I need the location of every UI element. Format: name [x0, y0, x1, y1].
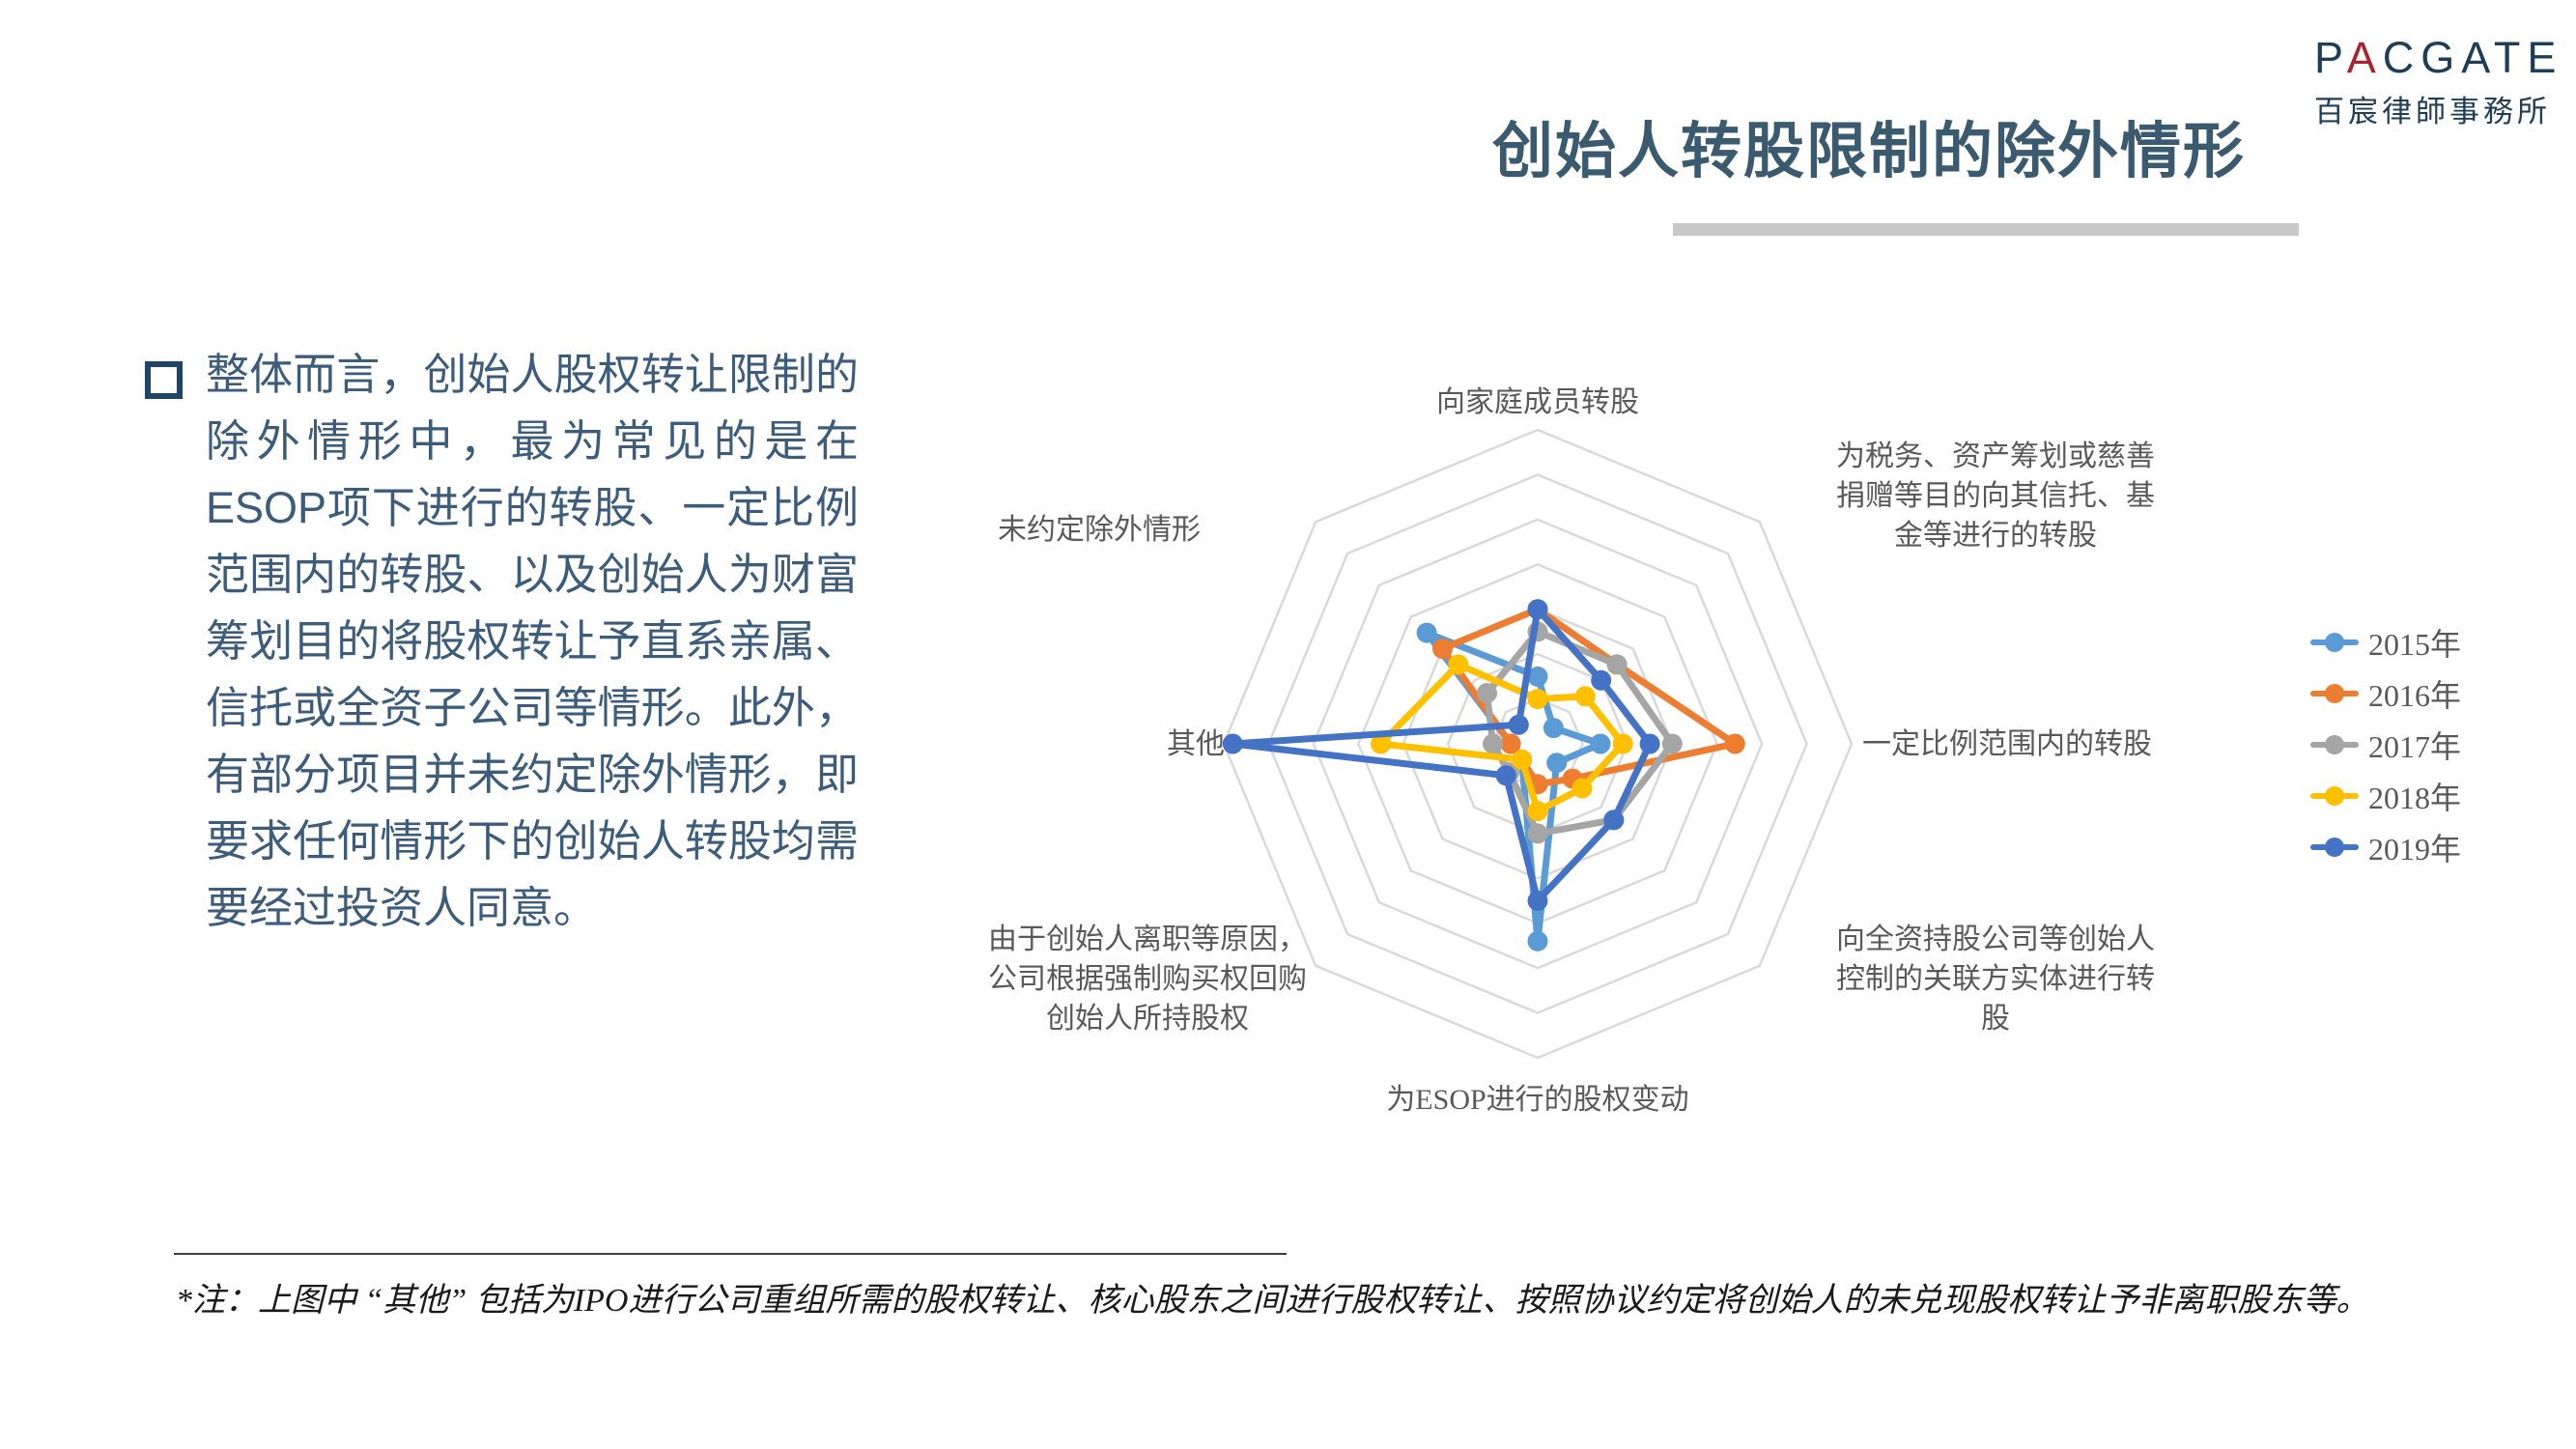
radar-data-point: [1477, 683, 1497, 703]
page-title: 创始人转股限制的除外情形: [1492, 118, 2246, 185]
radar-data-point: [1527, 891, 1548, 911]
radar-data-point: [1448, 654, 1469, 675]
axis-label-line: 一定比例范围内的转股: [1862, 728, 2152, 760]
bullet-square-icon: [145, 361, 183, 399]
axis-label-line: 未约定除外情形: [998, 514, 1201, 546]
radar-data-point: [1571, 778, 1593, 799]
axis-label-line: 捐赠等目的向其信托、基: [1836, 480, 2155, 512]
radar-chart: [1222, 428, 1854, 1060]
radar-data-point: [1500, 733, 1521, 754]
radar-data-point: [1612, 733, 1633, 754]
axis-label-line: 金等进行的转股: [1894, 520, 2097, 552]
legend-item-2018: 2018年: [2310, 770, 2461, 821]
radar-data-point: [1543, 718, 1564, 739]
legend-dot-icon: [2325, 785, 2344, 806]
legend-label: 2015年: [2368, 626, 2462, 662]
legend-marker-icon: [2310, 785, 2359, 806]
legend-marker-icon: [2310, 632, 2359, 652]
radar-gridline-ring: [1222, 428, 1854, 1060]
axis-label-line: 向全资持股公司等创始人: [1836, 923, 2155, 955]
legend-dot-icon: [2325, 632, 2344, 652]
logo-subtitle: 百宸律師事務所: [2314, 95, 2551, 128]
axis-label-line: 创始人所持股权: [1046, 1003, 1249, 1035]
axis-label-line: 为税务、资产筹划或慈善: [1836, 440, 2155, 472]
radar-data-point: [1416, 622, 1437, 643]
radar-data-point: [1546, 753, 1568, 774]
legend-label: 2018年: [2368, 780, 2462, 815]
axis-label-no-exception: 未约定除外情形: [964, 510, 1234, 550]
radar-data-point: [1527, 666, 1548, 687]
legend-marker-icon: [2310, 683, 2359, 703]
axis-label-ratio: 一定比例范围内的转股: [1862, 724, 2287, 764]
axis-label-buyback: 由于创始人离职等原因， 公司根据强制购买权回购 创始人所持股权: [954, 920, 1341, 1038]
legend-item-2019: 2019年: [2310, 821, 2461, 872]
axis-label-line: 股: [1981, 1003, 2010, 1035]
radar-gridline-ring: [1267, 473, 1808, 1014]
radar-data-point: [1661, 733, 1683, 754]
radar-data-point: [1590, 733, 1611, 754]
legend-item-2015: 2015年: [2310, 616, 2461, 668]
radar-data-point: [1371, 733, 1391, 754]
footnote-divider: [174, 1253, 1287, 1255]
radar-data-point: [1222, 733, 1243, 754]
footnote-text: *注：上图中 “其他” 包括为IPO进行公司重组所需的股权转让、核心股东之间进行…: [176, 1283, 2369, 1319]
chart-legend: 2015年 2016年 2017年 2018年 2019年: [2310, 616, 2461, 872]
legend-dot-icon: [2325, 734, 2344, 754]
logo-brand: PACGATE: [2314, 33, 2569, 83]
radar-data-point: [1527, 599, 1548, 620]
radar-data-point: [1724, 733, 1745, 754]
radar-data-point: [1527, 801, 1548, 822]
axis-label-family: 向家庭成员转股: [1325, 383, 1750, 422]
legend-dot-icon: [2325, 683, 2344, 703]
radar-data-point: [1639, 733, 1660, 754]
logo-letter: P: [2314, 33, 2347, 82]
radar-gridline-ring: [1312, 518, 1764, 970]
radar-data-point: [1508, 714, 1529, 735]
legend-label: 2016年: [2368, 677, 2462, 713]
legend-label: 2017年: [2368, 728, 2462, 764]
title-underline: [1673, 223, 2299, 236]
legend-marker-icon: [2310, 837, 2359, 857]
radar-data-point: [1591, 669, 1612, 691]
logo-letters: CGATE: [2382, 33, 2563, 82]
radar-data-point: [1483, 733, 1504, 754]
radar-data-point: [1603, 810, 1625, 831]
radar-data-point: [1527, 823, 1548, 844]
radar-data-point: [1606, 654, 1628, 675]
legend-item-2017: 2017年: [2310, 719, 2461, 770]
legend-item-2016: 2016年: [2310, 668, 2461, 719]
legend-marker-icon: [2310, 734, 2359, 754]
radar-data-point: [1495, 765, 1516, 786]
radar-data-point: [1527, 689, 1548, 710]
axis-label-line: 由于创始人离职等原因，: [988, 923, 1307, 955]
logo: PACGATE 百宸律師事務所: [2314, 33, 2569, 130]
axis-label-line: 向家庭成员转股: [1436, 386, 1639, 418]
summary-text: 整体而言，创始人股权转让限制的除外情形中，最为常见的是在ESOP项下进行的转股、…: [206, 350, 859, 932]
legend-label: 2019年: [2368, 831, 2462, 867]
axis-label-line: 其他: [1167, 728, 1225, 760]
axis-label-line: 控制的关联方实体进行转: [1836, 963, 2155, 995]
axis-label-other: 其他: [1128, 724, 1225, 764]
axis-label-esop: 为ESOP进行的股权变动: [1296, 1080, 1779, 1120]
axis-label-wholly-owned: 向全资持股公司等创始人 控制的关联方实体进行转 股: [1764, 920, 2227, 1038]
logo-accent-letter: A: [2346, 33, 2383, 82]
radar-data-point: [1527, 930, 1548, 952]
axis-label-line: 为ESOP进行的股权变动: [1386, 1084, 1689, 1116]
legend-dot-icon: [2325, 837, 2344, 857]
radar-data-point: [1512, 749, 1533, 770]
axis-label-line: 公司根据强制购买权回购: [988, 963, 1307, 995]
axis-label-tax-trust: 为税务、资产筹划或慈善 捐赠等目的向其信托、基 金等进行的转股: [1764, 437, 2227, 555]
radar-data-point: [1432, 639, 1453, 659]
radar-data-point: [1574, 686, 1596, 707]
